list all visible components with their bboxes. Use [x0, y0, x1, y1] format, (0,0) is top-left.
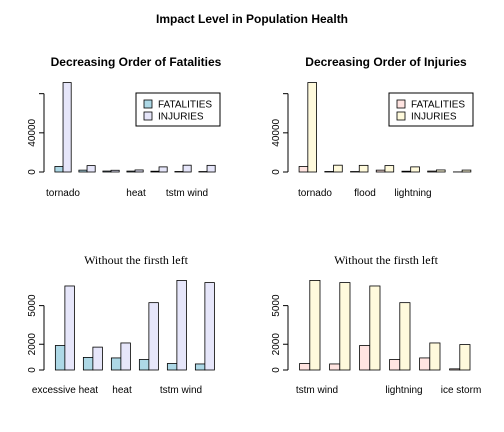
- x-tick-label: heat: [112, 385, 132, 396]
- bar-fatalities-excessive-heat: [78, 169, 88, 173]
- bar-injuries-excessive-heat: [86, 165, 96, 173]
- panel-title: Without the firsth left: [84, 253, 188, 267]
- bar-injuries-excessive-heat: [384, 165, 395, 173]
- x-tick-label: tornado: [298, 188, 332, 199]
- bar-fatalities-ice-storm: [449, 368, 461, 371]
- bar-injuries-heat: [435, 169, 446, 173]
- bar-injuries-tornado: [307, 82, 317, 173]
- legend-swatch: [143, 111, 153, 121]
- figure-title: Impact Level in Population Health: [156, 12, 348, 26]
- legend-label: INJURIES: [158, 112, 204, 123]
- bar-fatalities-excessive-heat: [359, 345, 371, 371]
- y-tick-label: 5000: [271, 294, 282, 317]
- x-tick-label: flood: [354, 188, 376, 199]
- bar-injuries-tstm-wind: [176, 280, 187, 371]
- bar-fatalities-tstm-wind: [299, 363, 311, 371]
- bar-injuries-flood: [339, 282, 351, 371]
- bar-injuries-ice-storm: [461, 169, 472, 173]
- panel-title: Decreasing Order of Fatalities: [51, 55, 222, 69]
- bar-injuries-flash-flood: [92, 346, 103, 371]
- x-tick-label: excessive heat: [32, 385, 98, 396]
- bar-injuries-excessive-heat: [369, 285, 381, 371]
- bar-fatalities-flood: [329, 363, 341, 371]
- bar-injuries-heat: [134, 169, 144, 173]
- bar-fatalities-tstm-wind: [166, 363, 178, 371]
- bar-injuries-tstm-wind: [182, 164, 192, 173]
- bar-injuries-tstm-wind: [333, 164, 343, 173]
- bar-fatalities-flash-flood: [102, 170, 112, 173]
- bar-fatalities-heat: [419, 357, 431, 371]
- bar-fatalities-excessive-heat: [54, 345, 66, 371]
- x-tick-label: tstm wind: [296, 385, 338, 396]
- bar-fatalities-heat: [126, 170, 136, 173]
- x-tick-label: tstm wind: [160, 385, 202, 396]
- bar-injuries-lightning: [158, 166, 168, 173]
- bar-fatalities-lightning: [150, 170, 160, 173]
- bar-injuries-heat: [120, 342, 131, 371]
- bar-fatalities-flood: [194, 363, 206, 371]
- bar-injuries-flood: [358, 164, 369, 173]
- bar-injuries-heat: [429, 342, 441, 371]
- x-tick-label: tornado: [46, 188, 80, 199]
- y-tick-label: 0: [271, 169, 282, 175]
- bar-fatalities-tornado: [298, 166, 309, 173]
- bar-fatalities-lightning: [138, 359, 150, 371]
- bar-injuries-flood: [206, 164, 216, 173]
- panel-1: Decreasing Order of Fatalities 0 40000 torn…: [27, 55, 222, 199]
- bar-fatalities-lightning: [389, 359, 401, 371]
- bar-fatalities-tornado: [54, 166, 64, 173]
- y-tick-label: 40000: [271, 118, 282, 146]
- x-tick-label: ice storm: [441, 385, 482, 396]
- bar-fatalities-flash-flood: [82, 357, 94, 371]
- y-tick-label: 0: [27, 169, 38, 175]
- y-tick-label: 40000: [27, 118, 38, 146]
- x-tick-label: lightning: [394, 188, 431, 199]
- legend-box: [135, 92, 221, 127]
- legend-swatch: [396, 99, 406, 109]
- bar-injuries-lightning: [148, 302, 159, 371]
- bar-injuries-lightning: [399, 302, 411, 371]
- legend-label: FATALITIES: [158, 100, 212, 111]
- panel-title: Without the firsth left: [334, 253, 438, 267]
- legend-label: INJURIES: [411, 112, 457, 123]
- x-tick-label: heat: [126, 188, 146, 199]
- legend-swatch: [396, 111, 406, 121]
- panel-4: Without the firsth left 0 2000 5000 tstm win…: [271, 253, 481, 396]
- x-tick-label: lightning: [385, 385, 422, 396]
- legend-swatch: [143, 99, 153, 109]
- panel-3: Without the firsth left 0 2000 5000 excessiv…: [27, 253, 215, 396]
- bar-injuries-tornado: [62, 82, 72, 173]
- y-tick-label: 0: [271, 367, 282, 373]
- y-tick-label: 0: [27, 367, 38, 373]
- panel-title: Decreasing Order of Injuries: [305, 55, 467, 69]
- bar-injuries-excessive-heat: [64, 285, 75, 371]
- x-tick-label: tstm wind: [166, 188, 208, 199]
- bar-fatalities-heat: [427, 170, 437, 173]
- y-tick-label: 2000: [271, 333, 282, 356]
- bar-injuries-ice-storm: [459, 344, 471, 371]
- bar-fatalities-excessive-heat: [375, 169, 386, 173]
- legend-label: FATALITIES: [411, 100, 465, 111]
- y-tick-label: 2000: [27, 333, 38, 356]
- panel-2: Decreasing Order of Injuries 0 40000 tornad…: [271, 55, 474, 199]
- bar-injuries-flash-flood: [110, 169, 120, 173]
- bar-injuries-flood: [204, 282, 215, 371]
- bar-injuries-lightning: [410, 166, 420, 173]
- y-tick-label: 5000: [27, 294, 38, 317]
- bar-fatalities-lightning: [401, 170, 412, 173]
- bar-injuries-tstm-wind: [309, 280, 321, 371]
- legend-box: [388, 92, 474, 127]
- bar-fatalities-heat: [110, 357, 122, 371]
